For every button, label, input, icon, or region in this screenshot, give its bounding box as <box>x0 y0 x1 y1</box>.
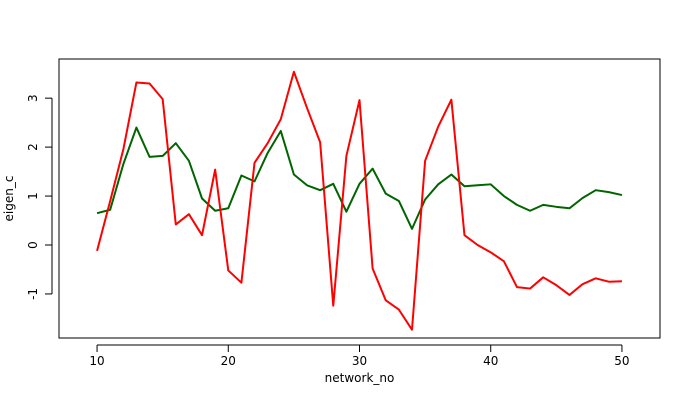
series-line-1 <box>96 126 623 230</box>
x-tick-label: 10 <box>89 354 104 368</box>
x-tick-label: 40 <box>483 354 498 368</box>
y-tick-label: 0 <box>26 241 40 249</box>
x-tick-label: 50 <box>614 354 629 368</box>
series-layer <box>96 70 623 331</box>
y-tick-label: 1 <box>26 192 40 200</box>
x-axis: 10 20 30 40 50 <box>89 344 630 368</box>
y-tick-label: 3 <box>26 94 40 102</box>
x-axis-label: network_no <box>325 371 395 385</box>
y-tick-label: 2 <box>26 143 40 151</box>
y-axis: -1 0 1 2 3 <box>26 94 53 300</box>
plot-frame <box>58 58 661 339</box>
series-line-2 <box>96 70 622 331</box>
x-tick-label: 30 <box>352 354 367 368</box>
x-tick-label: 20 <box>221 354 236 368</box>
y-tick-label: -1 <box>26 288 40 300</box>
y-axis-label: eigen_c <box>2 176 16 222</box>
